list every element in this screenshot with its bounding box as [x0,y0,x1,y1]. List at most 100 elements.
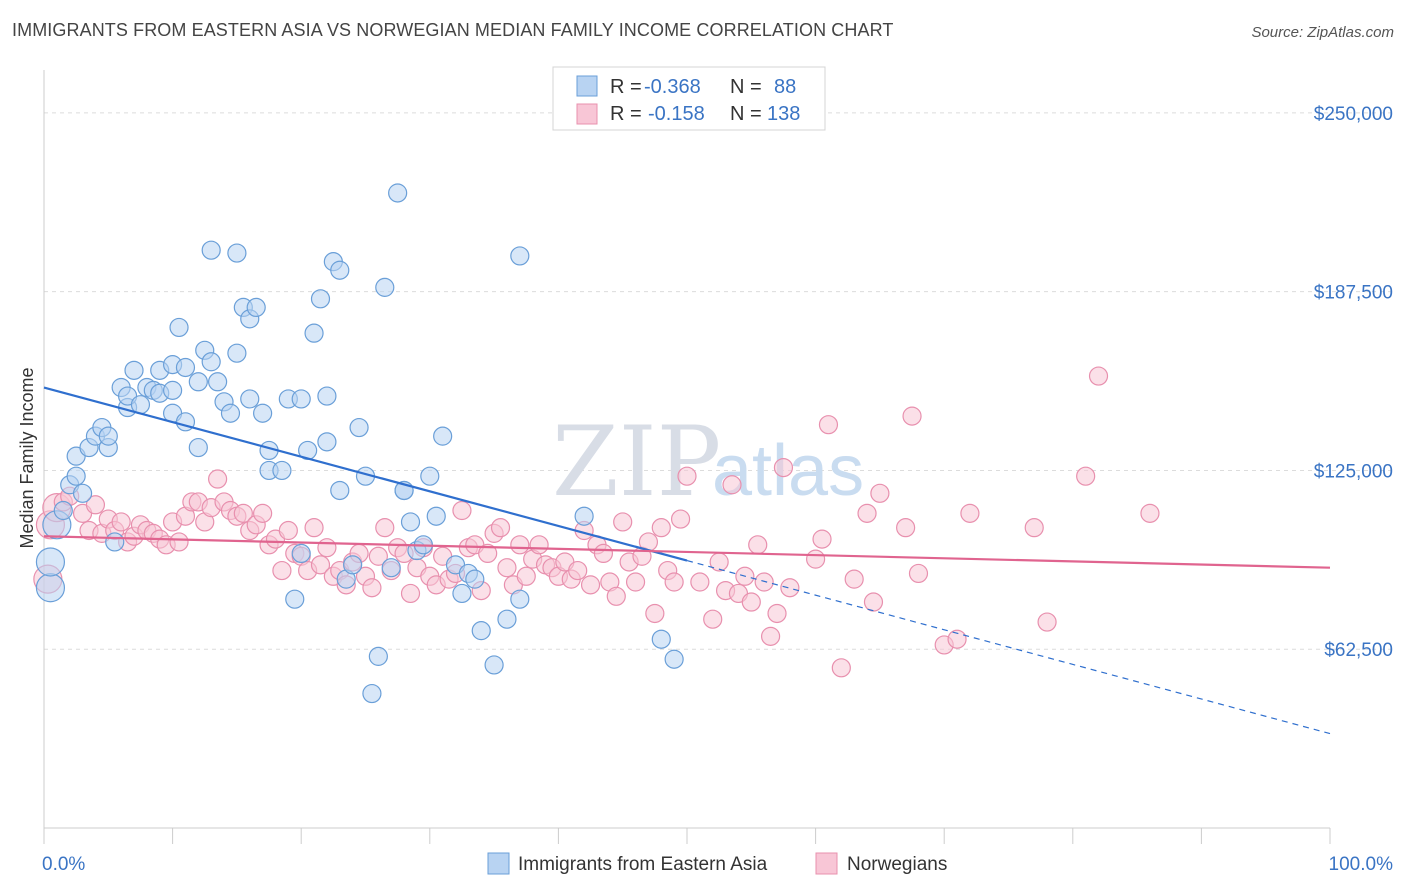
eastern-asia-point [220,403,241,423]
eastern-asia-point [362,683,382,704]
norwegians-point [317,538,337,558]
norwegians-point [690,572,710,592]
norwegians-point [304,518,324,538]
y-tick-label: $125,000 [1314,461,1393,482]
eastern-asia-point [420,466,440,486]
eastern-asia-point [35,547,66,577]
norwegians-point [664,572,684,592]
eastern-asia-point [169,317,189,338]
y-tick-label: $187,500 [1314,283,1393,304]
norwegians-point [902,406,922,426]
legend-r-label-2: R = [610,103,642,125]
norwegians-point [857,503,877,523]
chart-title: IMMIGRANTS FROM EASTERN ASIA VS NORWEGIA… [12,20,894,40]
bottom-legend-label-pink: Norwegians [847,854,947,875]
y-tick-label: $250,000 [1314,104,1393,125]
eastern-asia-point [330,480,350,501]
norwegians-point [593,543,614,564]
y-axis-label: Median Family Income [17,367,37,548]
eastern-asia-point [53,500,73,521]
axes [43,70,1331,844]
norwegians-point [208,469,228,489]
eastern-asia-point [664,649,684,669]
x-tick-labels: 0.0% 100.0% [42,854,1393,875]
norwegians-point [748,535,768,555]
y-tick-label: $62,500 [1324,640,1393,661]
norwegians-point [703,609,723,629]
norwegians-point [375,518,395,538]
norwegians-point [111,512,131,532]
eastern-asia-point [510,589,530,609]
norwegians-point [677,466,697,486]
eastern-asia-point [651,629,671,649]
norwegians-point [169,532,189,552]
bottom-legend-swatch-blue [487,852,510,875]
norwegians-point [272,560,292,581]
eastern-asia-point [227,243,247,263]
eastern-asia-point [246,297,266,318]
series-eastern-asia [35,183,684,704]
norwegians-point [478,543,498,564]
legend-n-value-1: 88 [774,76,796,98]
bottom-legend-swatch-pink [815,852,838,875]
norwegians-point [1037,612,1057,632]
norwegians-point [362,578,382,598]
norwegians-point [606,586,626,606]
norwegians-point [947,629,967,649]
norwegians-point [529,535,549,555]
eastern-asia-point [175,357,196,378]
eastern-asia-point [66,466,86,486]
eastern-asia-trend-extension [686,559,1331,735]
eastern-asia-point [291,389,311,409]
eastern-asia-point [368,646,388,666]
norwegians-point [645,603,665,624]
norwegians-point [253,503,273,523]
eastern-asia-point [188,437,208,458]
eastern-asia-point [452,583,472,604]
eastern-asia-point [484,655,504,675]
norwegians-point [805,549,826,569]
norwegians-point [760,626,781,646]
norwegians-point [722,475,742,495]
norwegians-point [812,529,832,549]
legend-r-label-1: R = [610,76,642,98]
eastern-asia-point [208,372,228,392]
legend-r-value-2: -0.158 [648,103,705,125]
norwegians-point [452,500,472,521]
watermark-zip: ZIP [552,406,721,518]
eastern-asia-point [310,289,331,309]
norwegians-trend-line [43,535,1331,569]
eastern-asia-point [426,506,446,526]
legend-n-label-2: N = [730,103,762,125]
legend-swatch-blue [576,75,598,97]
eastern-asia-point [349,417,369,438]
norwegians-point [896,518,916,538]
norwegians-point [490,518,511,538]
top-legend: R = -0.368 N = 88 R = -0.158 N = 138 [552,66,826,131]
eastern-asia-point [124,360,144,380]
norwegians-point [709,552,729,572]
norwegians-point [1076,466,1096,486]
eastern-asia-point [510,246,530,266]
eastern-asia-point [72,483,93,503]
norwegians-point [85,495,106,515]
norwegians-point [613,512,633,532]
norwegians-point [625,572,646,592]
eastern-asia-point [317,386,337,406]
eastern-asia-point [272,460,292,481]
legend-n-label-1: N = [730,76,762,98]
eastern-asia-point [291,543,311,564]
norwegians-point [400,583,421,604]
eastern-asia-point [375,277,395,297]
norwegians-point [651,518,671,538]
norwegians-point [310,555,331,575]
norwegians-point [767,603,787,624]
eastern-asia-point [285,589,305,609]
eastern-asia-point [330,260,350,280]
norwegians-point [818,415,839,435]
eastern-asia-point [188,372,208,392]
norwegians-point [368,546,388,566]
eastern-asia-point [201,240,221,260]
bottom-legend-label-blue: Immigrants from Eastern Asia [518,854,768,875]
